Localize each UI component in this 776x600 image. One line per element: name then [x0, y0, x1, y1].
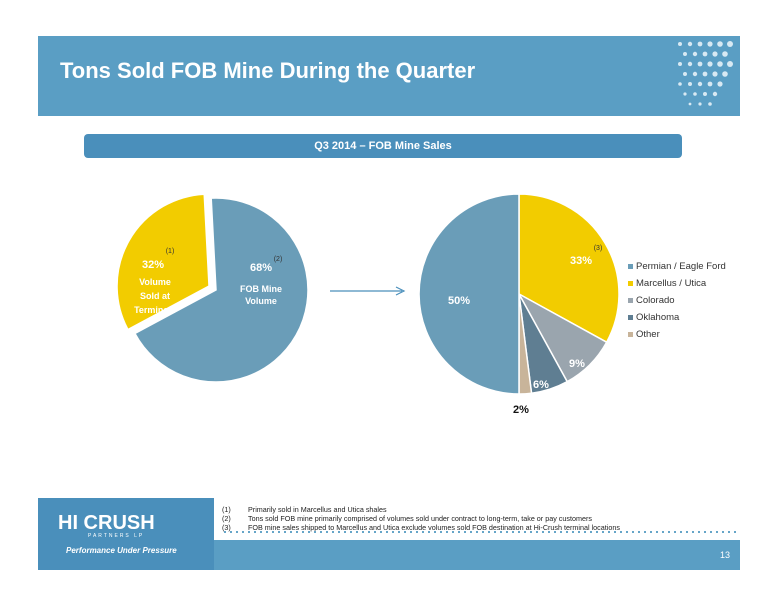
pie1-label-terminals-line2: Sold at	[140, 291, 170, 301]
footnote-row: (1) Primarily sold in Marcellus and Utica…	[222, 505, 620, 514]
legend-label: Other	[636, 329, 660, 340]
legend-swatch	[628, 281, 633, 286]
legend-item-permian-eagle-ford: Permian / Eagle Ford	[628, 258, 726, 275]
legend-label: Oklahoma	[636, 312, 680, 323]
legend-swatch	[628, 315, 633, 320]
flow-arrow-head	[395, 286, 406, 296]
pie2-slice-marcellus-utica	[518, 193, 620, 344]
legend-swatch	[628, 332, 633, 337]
pie2-value-label-colorado: 9%	[569, 358, 585, 370]
pie1-label-terminals-line3: Terminals	[134, 305, 176, 315]
page-title: Tons Sold FOB Mine During the Quarter	[60, 58, 476, 83]
pie1-value-label-fob: 68%	[250, 262, 272, 274]
pie2-note-marcellus: (3)	[594, 245, 603, 252]
footnote-text: Primarily sold in Marcellus and Utica sh…	[248, 505, 387, 514]
pie1-label-fob-line1: FOB Mine	[240, 284, 282, 294]
chart-subtitle-bar: Q3 2014 – FOB Mine Sales	[84, 134, 682, 158]
company-tagline: Performance Under Pressure	[66, 546, 177, 555]
pie1-label-fob-line2: Volume	[245, 296, 277, 306]
footnote-row: (3) FOB mine sales shipped to Marcellus a…	[222, 523, 620, 532]
pie1-note-terminals: (1)	[166, 248, 175, 255]
pie1-label-terminals-line1: Volume	[139, 277, 171, 287]
legend-swatch	[628, 264, 633, 269]
page-number: 13	[719, 550, 730, 560]
footnote-number: (3)	[222, 523, 231, 532]
legend-label: Colorado	[636, 295, 675, 306]
legend-item-oklahoma: Oklahoma	[628, 309, 726, 326]
chart-legend: Permian / Eagle Ford Marcellus / Utica Col…	[628, 258, 726, 343]
pie2-value-label-permian: 50%	[448, 295, 470, 307]
dotted-divider	[222, 531, 740, 533]
footer-logo-area	[38, 498, 214, 570]
pie1-slice-fob-mine-volume	[133, 197, 309, 383]
company-logo-sub: PARTNERS LP	[88, 533, 145, 539]
pie1-slice-volume-sold-at-terminals	[116, 193, 210, 331]
legend-item-other: Other	[628, 326, 726, 343]
legend-item-colorado: Colorado	[628, 292, 726, 309]
pie2-slice-permian-eagle-ford	[418, 193, 520, 395]
pie1-note-fob: (2)	[274, 256, 283, 263]
pie1-value-label-terminals: 32%	[142, 259, 164, 271]
footnote-text: Tons sold FOB mine primarily comprised o…	[248, 514, 592, 523]
legend-item-marcellus-utica: Marcellus / Utica	[628, 275, 726, 292]
footnotes: (1) Primarily sold in Marcellus and Utica…	[222, 505, 620, 532]
footnote-number: (1)	[222, 505, 231, 514]
footnote-row: (2) Tons sold FOB mine primarily comprise…	[222, 514, 620, 523]
company-logo: HI CRUSH	[58, 512, 155, 534]
dot-pattern-decoration	[678, 41, 733, 106]
pie2-value-label-marcellus: 33%	[570, 255, 592, 267]
pie2-value-label-oklahoma: 6%	[533, 379, 549, 391]
footnote-number: (2)	[222, 514, 231, 523]
legend-label: Marcellus / Utica	[636, 278, 707, 289]
legend-swatch	[628, 298, 633, 303]
header-band	[38, 36, 740, 116]
pie2-value-label-other: 2%	[513, 404, 529, 416]
legend-label: Permian / Eagle Ford	[636, 261, 726, 272]
footnote-text: FOB mine sales shipped to Marcellus and …	[248, 523, 620, 532]
